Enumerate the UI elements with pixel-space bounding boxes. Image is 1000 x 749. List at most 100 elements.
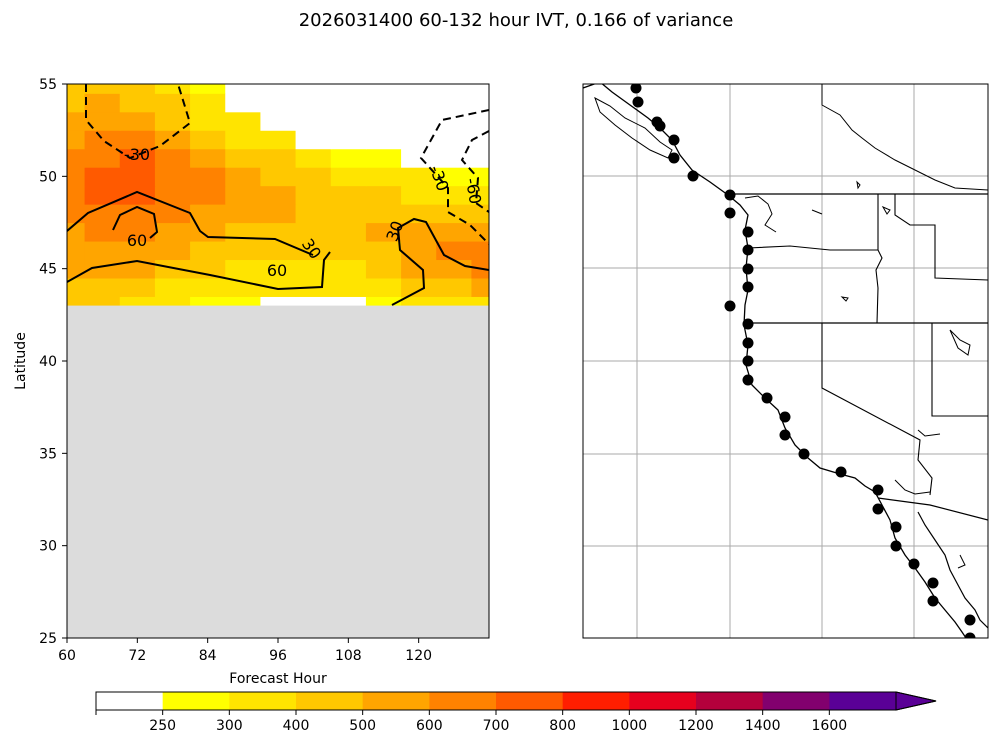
- lake: [856, 180, 861, 190]
- ivt-cell: [225, 148, 262, 168]
- ivt-cell: [190, 130, 226, 150]
- ivt-cell: [225, 84, 262, 94]
- ivt-cell: [67, 111, 86, 131]
- ivt-cell: [436, 277, 473, 297]
- ivt-cell: [436, 111, 473, 131]
- ivt-cell: [154, 259, 191, 279]
- ivt-cell: [190, 93, 226, 113]
- ivt-cell: [436, 222, 473, 242]
- ivt-cell: [471, 222, 489, 242]
- ivt-cell: [119, 84, 156, 94]
- ivt-cell: [67, 259, 86, 279]
- station-marker: [668, 152, 680, 164]
- ivt-cell: [330, 204, 367, 224]
- ivt-cell: [67, 148, 86, 168]
- station-marker: [724, 189, 736, 201]
- ivt-cell: [84, 296, 121, 307]
- contour-line-60: [67, 190, 314, 256]
- colorbar-segment: [362, 692, 430, 710]
- station-marker: [632, 96, 644, 108]
- ivt-cell: [67, 84, 86, 94]
- ivt-cell: [67, 222, 86, 242]
- lake: [811, 209, 823, 215]
- ivt-cell: [471, 130, 489, 150]
- ivt-cell: [471, 111, 489, 131]
- ivt-cell: [154, 84, 191, 94]
- ivt-filled-contours: [67, 84, 489, 307]
- ivt-cell: [84, 130, 121, 150]
- ivt-cell: [190, 240, 226, 261]
- ivt-cell: [67, 185, 86, 205]
- station-marker: [742, 374, 754, 386]
- ivt-cell: [330, 222, 367, 242]
- ivt-cell: [330, 148, 367, 168]
- y-tick-label: 35: [39, 446, 57, 462]
- ivt-cell: [401, 84, 437, 94]
- station-marker: [927, 577, 939, 589]
- colorbar-tick-label: 1600: [812, 718, 848, 734]
- ivt-cell: [119, 167, 156, 187]
- ivt-cell: [190, 259, 226, 279]
- border-ca-nv: [821, 323, 933, 496]
- colorbar-tick-label: 800: [549, 718, 576, 734]
- y-tick-label: 50: [39, 169, 57, 185]
- colorbar-segment: [762, 692, 830, 710]
- station-marker: [890, 540, 902, 552]
- ivt-cell: [401, 240, 437, 261]
- station-marker: [724, 207, 736, 219]
- y-tick-label: 30: [39, 539, 57, 555]
- ivt-cell: [260, 111, 297, 131]
- ivt-cell: [295, 167, 332, 187]
- colorbar-tick-label: 700: [483, 718, 510, 734]
- ivt-cell: [436, 130, 473, 150]
- station-marker: [890, 521, 902, 533]
- station-map-panel: [582, 83, 989, 639]
- ivt-cell: [67, 93, 86, 113]
- station-marker: [872, 484, 884, 496]
- ivt-cell: [225, 93, 262, 113]
- ivt-cell: [84, 204, 121, 224]
- station-marker: [927, 595, 939, 607]
- ivt-cell: [190, 148, 226, 168]
- ivt-cell: [190, 185, 226, 205]
- ivt-cell: [295, 130, 332, 150]
- ivt-cell: [471, 240, 489, 261]
- colorbar-frame: [95, 691, 937, 711]
- ivt-cell: [84, 148, 121, 168]
- x-tick-label: 72: [128, 648, 146, 664]
- ivt-cell: [295, 296, 332, 307]
- lake: [949, 329, 971, 356]
- ivt-cell: [471, 277, 489, 297]
- ivt-cell: [84, 84, 121, 94]
- ivt-cell: [260, 259, 297, 279]
- ivt-cell: [154, 296, 191, 307]
- border-us-mexico: [877, 497, 988, 521]
- ivt-cell: [401, 296, 437, 307]
- ivt-cell: [436, 93, 473, 113]
- ivt-cell: [154, 185, 191, 205]
- ivt-cell: [225, 130, 262, 150]
- ivt-cell: [365, 296, 402, 307]
- ivt-cell: [84, 240, 121, 261]
- ivt-cell: [260, 240, 297, 261]
- ivt-line-contours: [67, 84, 489, 306]
- ivt-cell: [119, 296, 156, 307]
- ivt-cell: [330, 259, 367, 279]
- colorbar-tick-label: 1200: [678, 718, 714, 734]
- map-frame: [582, 83, 989, 639]
- ivt-cell: [401, 277, 437, 297]
- station-marker: [835, 466, 847, 478]
- ivt-cell: [119, 277, 156, 297]
- ivt-cell: [365, 130, 402, 150]
- ivt-cell: [190, 277, 226, 297]
- x-tick-label: 96: [269, 648, 287, 664]
- colorbar-segment: [162, 692, 230, 710]
- colorbar-tick-label: 300: [216, 718, 243, 734]
- ivt-cell: [67, 167, 86, 187]
- colorbar-segment: [96, 692, 164, 710]
- station-marker: [742, 263, 754, 275]
- map-gridlines: [583, 84, 988, 638]
- ivt-cell: [401, 259, 437, 279]
- ivt-cell: [365, 204, 402, 224]
- ivt-cell: [401, 130, 437, 150]
